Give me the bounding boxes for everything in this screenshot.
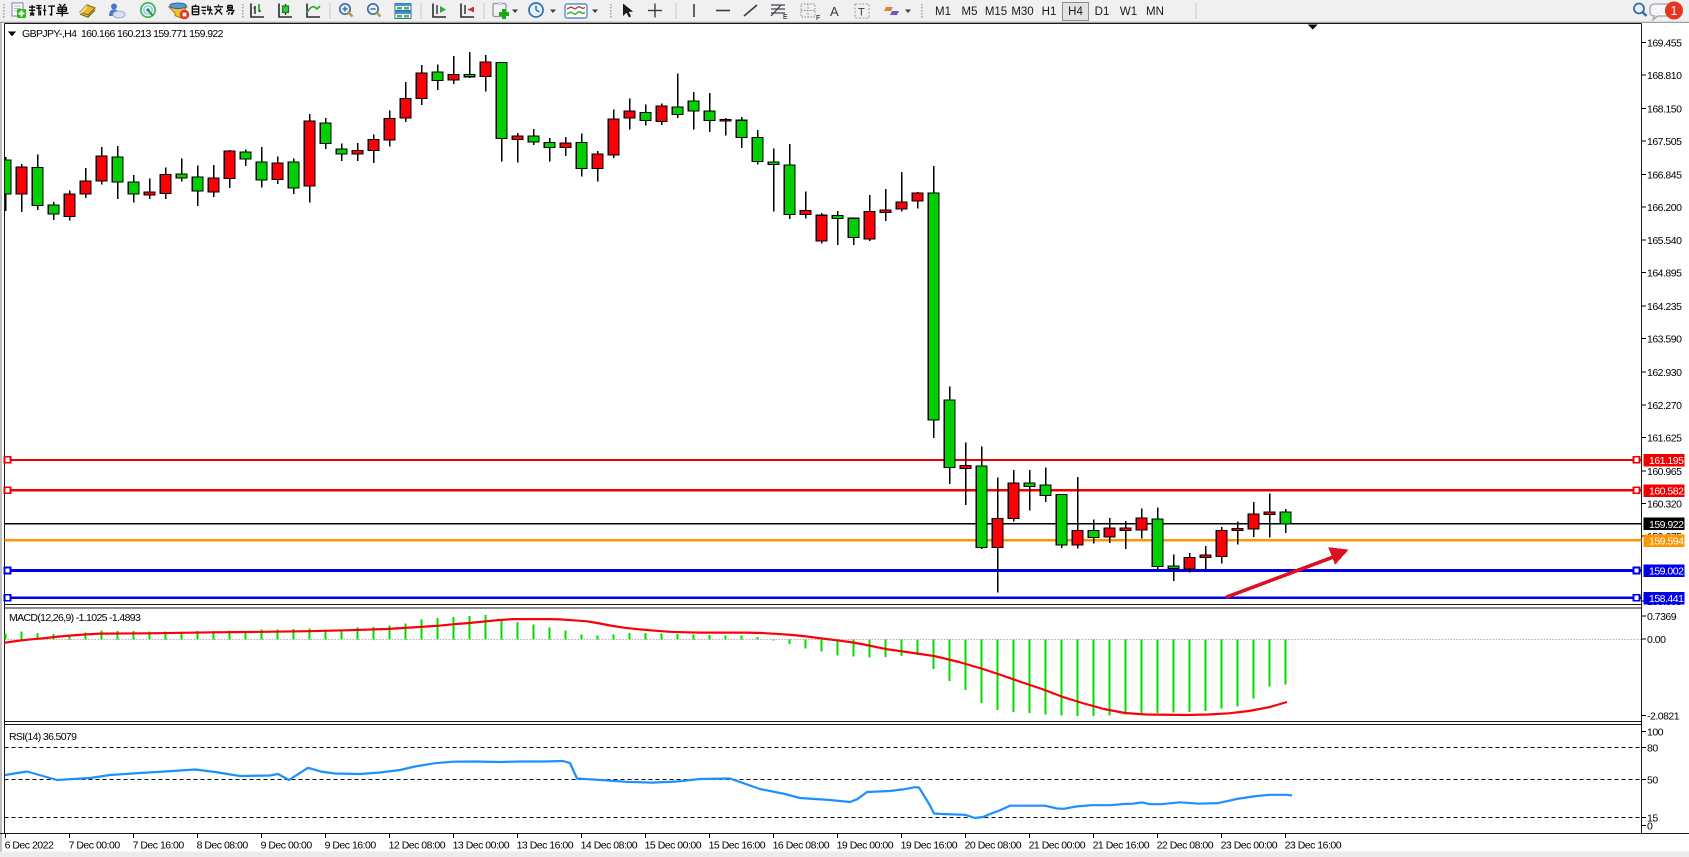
svg-text:159.922: 159.922 (1649, 519, 1684, 531)
svg-text:160.582: 160.582 (1649, 486, 1684, 498)
svg-text:161.625: 161.625 (1647, 433, 1682, 445)
svg-text:159.594: 159.594 (1649, 536, 1684, 548)
svg-text:A: A (830, 4, 839, 19)
svg-text:D1: D1 (1095, 6, 1110, 18)
svg-text:0.00: 0.00 (1647, 634, 1666, 646)
svg-text:H4: H4 (1068, 6, 1083, 18)
svg-text:21 Dec 16:00: 21 Dec 16:00 (1093, 840, 1150, 852)
svg-text:MN: MN (1146, 6, 1164, 18)
svg-text:F: F (816, 15, 820, 22)
svg-text:163.590: 163.590 (1647, 334, 1682, 346)
svg-text:161.195: 161.195 (1649, 455, 1684, 467)
svg-text:23 Dec 00:00: 23 Dec 00:00 (1221, 840, 1278, 852)
svg-text:M30: M30 (1011, 6, 1033, 18)
svg-text:W1: W1 (1120, 6, 1137, 18)
svg-text:167.505: 167.505 (1647, 136, 1682, 148)
svg-text:13 Dec 00:00: 13 Dec 00:00 (453, 840, 510, 852)
svg-text:15 Dec 00:00: 15 Dec 00:00 (645, 840, 702, 852)
svg-text:T: T (858, 7, 865, 19)
svg-text:E: E (783, 14, 788, 21)
svg-text:12 Dec 08:00: 12 Dec 08:00 (389, 840, 446, 852)
svg-text:23 Dec 16:00: 23 Dec 16:00 (1285, 840, 1342, 852)
svg-text:8 Dec 08:00: 8 Dec 08:00 (197, 840, 249, 852)
svg-text:M1: M1 (935, 6, 951, 18)
svg-text:19 Dec 16:00: 19 Dec 16:00 (901, 840, 958, 852)
svg-text:160.965: 160.965 (1647, 466, 1682, 478)
svg-text:168.150: 168.150 (1647, 103, 1682, 115)
svg-text:9 Dec 00:00: 9 Dec 00:00 (261, 840, 313, 852)
svg-text:H1: H1 (1042, 6, 1057, 18)
svg-text:7 Dec 16:00: 7 Dec 16:00 (133, 840, 185, 852)
svg-text:166.845: 166.845 (1647, 169, 1682, 181)
svg-text:50: 50 (1647, 775, 1658, 787)
svg-text:M5: M5 (962, 6, 978, 18)
svg-text:169.455: 169.455 (1647, 38, 1682, 50)
svg-text:15: 15 (1647, 812, 1658, 824)
svg-text:-2.0821: -2.0821 (1647, 711, 1680, 723)
svg-text:158.441: 158.441 (1649, 593, 1684, 605)
svg-text:164.235: 164.235 (1647, 301, 1682, 313)
svg-text:GBPJPY-,H4 160.166 160.213 15: GBPJPY-,H4 160.166 160.213 159.771 159.9… (22, 28, 224, 40)
svg-text:0.7369: 0.7369 (1647, 611, 1677, 623)
svg-text:19 Dec 00:00: 19 Dec 00:00 (837, 840, 894, 852)
svg-text:166.200: 166.200 (1647, 202, 1682, 214)
svg-text:M15: M15 (985, 6, 1007, 18)
svg-text:9 Dec 16:00: 9 Dec 16:00 (325, 840, 377, 852)
svg-text:160.320: 160.320 (1647, 499, 1682, 511)
svg-text:162.270: 162.270 (1647, 400, 1682, 412)
svg-text:MACD(12,26,9) -1.1025 -1.4893: MACD(12,26,9) -1.1025 -1.4893 (9, 612, 141, 624)
svg-text:162.930: 162.930 (1647, 367, 1682, 379)
svg-text:7 Dec 00:00: 7 Dec 00:00 (69, 840, 121, 852)
svg-text:14 Dec 08:00: 14 Dec 08:00 (581, 840, 638, 852)
svg-text:0: 0 (1647, 821, 1653, 833)
svg-text:164.895: 164.895 (1647, 268, 1682, 280)
svg-text:100: 100 (1647, 727, 1664, 739)
svg-text:16 Dec 08:00: 16 Dec 08:00 (773, 840, 830, 852)
svg-text:15 Dec 16:00: 15 Dec 16:00 (709, 840, 766, 852)
svg-text:159.002: 159.002 (1649, 566, 1684, 578)
svg-text:6 Dec 2022: 6 Dec 2022 (5, 840, 54, 852)
svg-text:21 Dec 00:00: 21 Dec 00:00 (1029, 840, 1086, 852)
svg-text:168.810: 168.810 (1647, 70, 1682, 82)
svg-text:20 Dec 08:00: 20 Dec 08:00 (965, 840, 1022, 852)
svg-text:13 Dec 16:00: 13 Dec 16:00 (517, 840, 574, 852)
svg-text:22 Dec 08:00: 22 Dec 08:00 (1157, 840, 1214, 852)
svg-text:RSI(14) 36.5079: RSI(14) 36.5079 (9, 731, 77, 743)
svg-text:165.540: 165.540 (1647, 235, 1682, 247)
svg-text:1: 1 (1671, 4, 1678, 18)
svg-text:80: 80 (1647, 743, 1658, 755)
